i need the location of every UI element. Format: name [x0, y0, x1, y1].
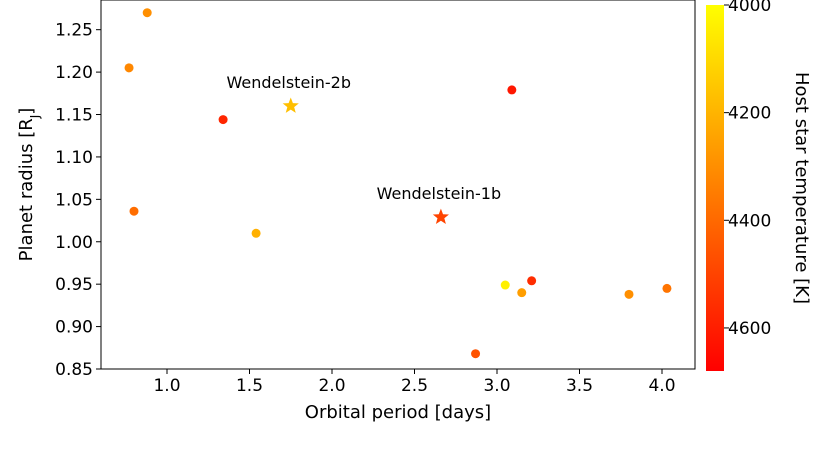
planet-annotation: Wendelstein-2b	[227, 73, 351, 92]
y-tick-label: 0.90	[55, 318, 93, 338]
star-marker	[432, 208, 449, 225]
x-tick-label: 3.5	[566, 376, 593, 396]
data-point	[124, 63, 134, 73]
colorbar-tick-label: 4600	[728, 319, 771, 339]
data-point	[500, 280, 510, 290]
planet-annotation: Wendelstein-1b	[377, 184, 501, 203]
colorbar-tick-label: 4000	[728, 0, 771, 16]
x-axis: 1.0 1.5 2.0 2.5 3.0 3.5 4.0	[153, 369, 676, 396]
colorbar	[706, 5, 724, 371]
y-axis: 0.85 0.90 0.95 1.00 1.05 1.10 1.15 1.20 1.25	[55, 21, 101, 380]
data-point	[624, 289, 634, 299]
colorbar-axis: 4000 4200 4400 4600	[724, 0, 771, 339]
x-tick-label: 4.0	[648, 376, 675, 396]
y-tick-label: 1.10	[55, 148, 93, 168]
x-axis-title: Orbital period [days]	[305, 402, 491, 423]
y-tick-label: 1.15	[55, 106, 93, 126]
x-tick-label: 3.0	[483, 376, 510, 396]
data-point	[218, 115, 228, 125]
data-point	[517, 288, 527, 298]
data-point	[129, 206, 139, 216]
star-marker	[282, 97, 299, 113]
x-tick-label: 1.0	[153, 376, 180, 396]
y-tick-label: 0.95	[55, 275, 93, 295]
plot-area	[100, 0, 696, 370]
colorbar-title: Host star temperature [K]	[791, 72, 812, 304]
annotations: Wendelstein-2b Wendelstein-1b	[227, 73, 502, 203]
y-axis-title-end: ]	[16, 108, 37, 115]
colorbar-tick-label: 4200	[728, 104, 771, 124]
data-points	[124, 8, 672, 359]
x-tick-label: 2.5	[401, 376, 428, 396]
y-axis-title-main: Planet radius [R	[16, 118, 37, 261]
y-tick-label: 1.25	[55, 21, 93, 41]
data-point	[662, 283, 672, 293]
data-point	[142, 8, 152, 18]
y-tick-label: 0.85	[55, 360, 93, 380]
x-tick-label: 1.5	[236, 376, 263, 396]
y-axis-title-sub: J	[28, 115, 42, 120]
y-tick-label: 1.00	[55, 233, 93, 253]
data-point	[471, 349, 481, 359]
x-tick-label: 2.0	[318, 376, 345, 396]
data-point	[527, 276, 537, 286]
data-point	[507, 85, 517, 95]
y-tick-label: 1.20	[55, 63, 93, 83]
colorbar-tick-label: 4400	[728, 211, 771, 231]
y-tick-label: 1.05	[55, 190, 93, 210]
data-point	[251, 228, 261, 238]
y-axis-title: Planet radius [RJ]	[16, 108, 42, 262]
